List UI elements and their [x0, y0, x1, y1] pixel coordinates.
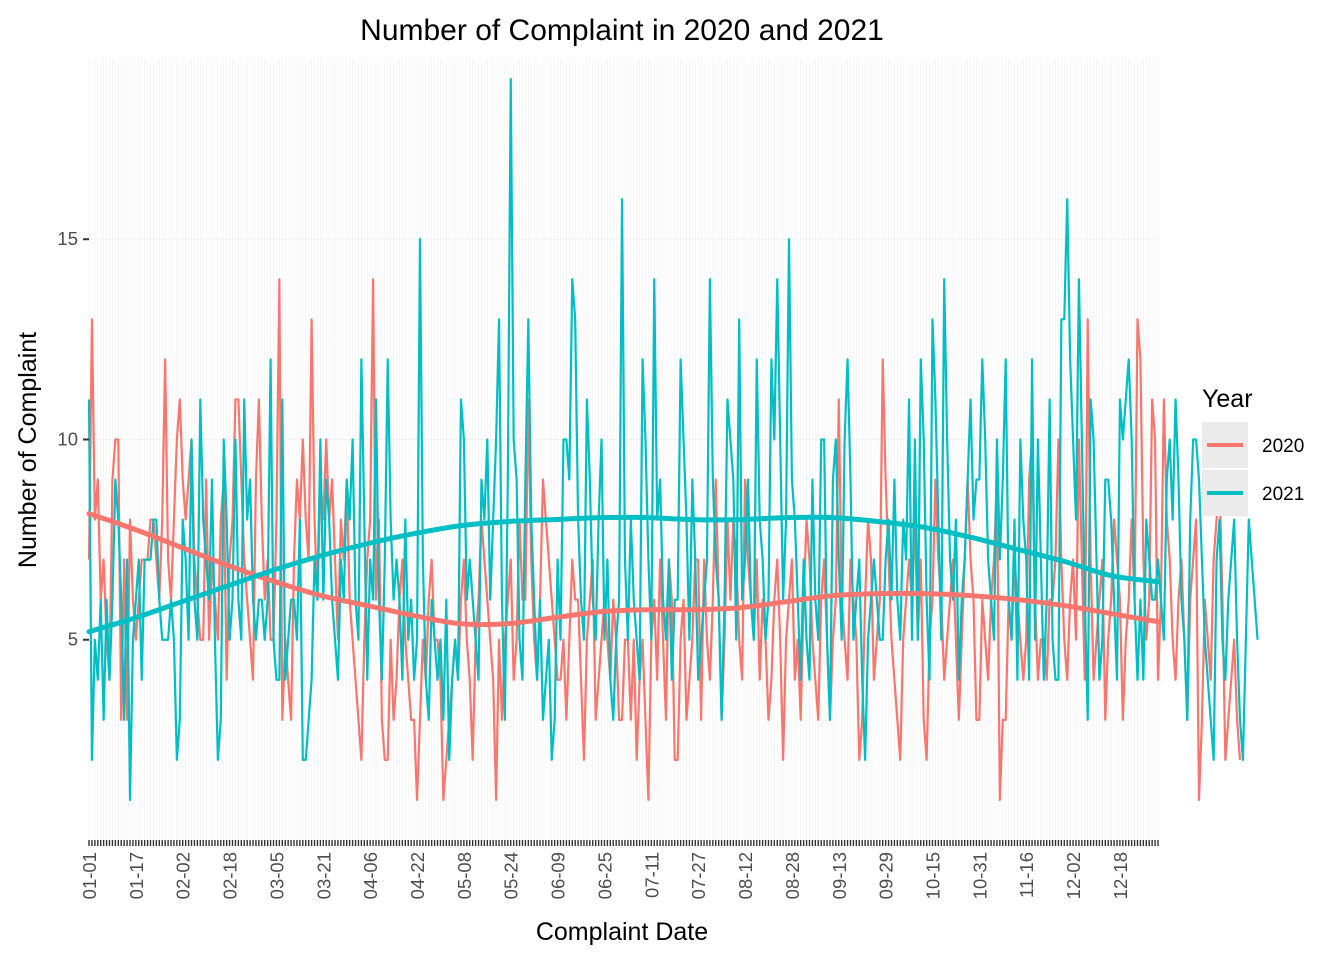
- x-tick-label: 05-08: [454, 852, 475, 899]
- chart-title: Number of Complaint in 2020 and 2021: [360, 14, 884, 47]
- x-tick-label: 03-21: [313, 852, 334, 899]
- x-tick-label: 09-29: [876, 852, 897, 899]
- x-tick-label: 07-11: [641, 852, 662, 898]
- x-tick-label: 12-18: [1110, 852, 1131, 899]
- legend: Year 2020 2021: [1202, 385, 1304, 516]
- x-axis: 01-01 01-17 02-02 02-18 03-05 03-21 04-06 04-22…: [79, 840, 1159, 899]
- x-tick-label: 08-12: [735, 852, 756, 899]
- x-tick-label: 01-17: [126, 852, 147, 899]
- x-tick-label: 06-09: [548, 852, 569, 899]
- y-axis-title: Number of Complaint: [14, 332, 42, 568]
- x-tick-label: 05-24: [501, 852, 522, 899]
- x-tick-label: 08-28: [782, 852, 803, 899]
- x-tick-label: 04-22: [407, 852, 428, 899]
- trend-line-2021: [86, 514, 1161, 635]
- x-tick-label: 11-16: [1016, 852, 1037, 898]
- x-tick-label: 02-18: [220, 852, 241, 899]
- legend-label-2020: 2020: [1262, 436, 1304, 457]
- x-tick-label: 03-05: [266, 852, 287, 899]
- x-day-ticks: [88, 840, 1159, 846]
- y-tick-label-15: 15: [57, 228, 78, 249]
- x-tick-label: 07-27: [688, 852, 709, 899]
- x-tick-label: 12-02: [1063, 852, 1084, 899]
- y-tick-label-10: 10: [57, 428, 78, 449]
- x-tick-label: 02-02: [173, 852, 194, 899]
- legend-label-2021: 2021: [1262, 484, 1304, 505]
- x-tick-label: 01-01: [79, 852, 100, 899]
- y-axis: 5 10 15: [57, 228, 89, 650]
- series-line-2021: [87, 77, 1259, 802]
- x-tick-label: 04-06: [360, 852, 381, 899]
- smoothed-trend-lines: [86, 511, 1161, 635]
- trend-line-2020: [86, 511, 1161, 628]
- raw-series-lines: [87, 77, 1259, 802]
- y-tick-label-5: 5: [68, 629, 78, 650]
- x-axis-title: Complaint Date: [536, 918, 708, 946]
- x-tick-label: 09-13: [829, 852, 850, 899]
- legend-title: Year: [1202, 385, 1253, 413]
- x-tick-label: 10-15: [922, 852, 943, 899]
- x-tick-label: 10-31: [969, 852, 990, 899]
- x-tick-label: 06-25: [594, 852, 615, 899]
